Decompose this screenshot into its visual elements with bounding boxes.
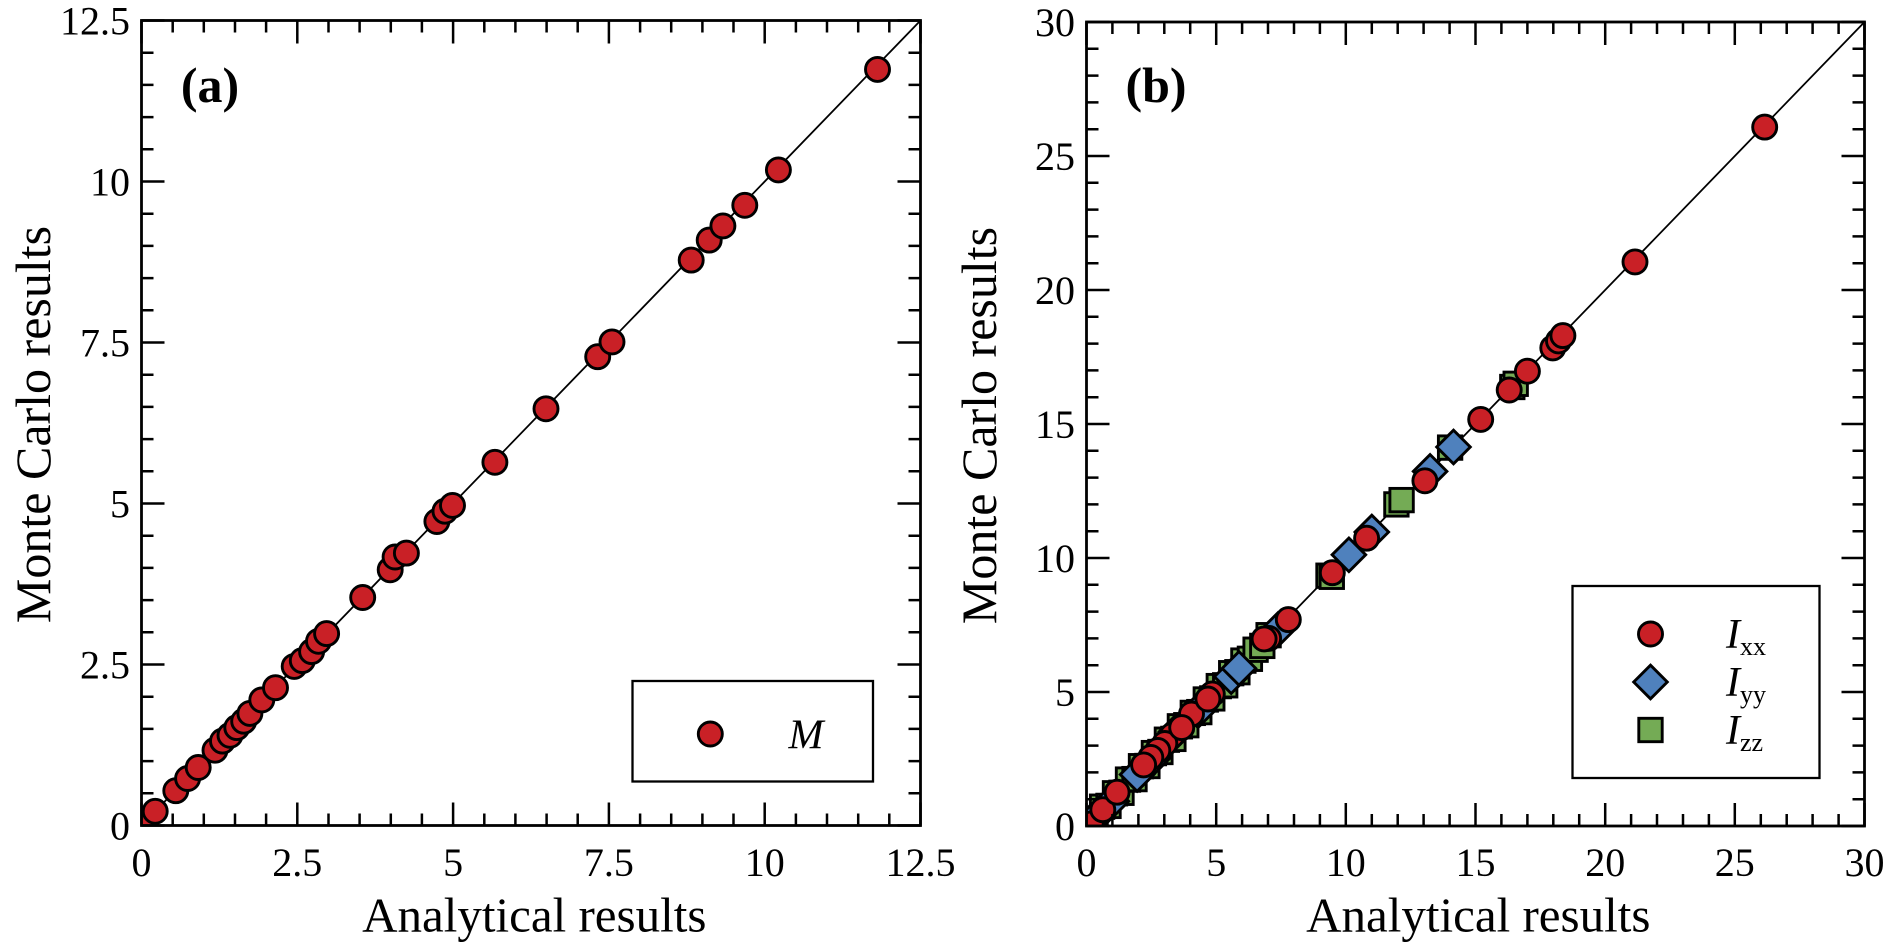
svg-text:30: 30: [1845, 840, 1885, 885]
svg-text:25: 25: [1035, 134, 1075, 179]
svg-text:10: 10: [745, 840, 785, 885]
svg-text:20: 20: [1035, 268, 1075, 313]
svg-text:12.5: 12.5: [886, 840, 956, 885]
svg-text:Monte Carlo results: Monte Carlo results: [951, 227, 1007, 624]
svg-text:15: 15: [1456, 840, 1496, 885]
svg-text:25: 25: [1715, 840, 1755, 885]
svg-text:5: 5: [1206, 840, 1226, 885]
svg-text:7.5: 7.5: [584, 840, 634, 885]
svg-text:0: 0: [110, 803, 130, 848]
svg-text:Analytical results: Analytical results: [362, 887, 706, 942]
svg-text:0: 0: [1055, 804, 1075, 849]
svg-text:Analytical results: Analytical results: [1306, 887, 1650, 942]
svg-text:2.5: 2.5: [272, 840, 322, 885]
svg-text:5: 5: [443, 840, 463, 885]
svg-text:2.5: 2.5: [80, 642, 130, 687]
svg-text:5: 5: [1055, 670, 1075, 715]
svg-text:5: 5: [110, 481, 130, 526]
svg-text:10: 10: [90, 159, 130, 204]
svg-text:0: 0: [1077, 840, 1097, 885]
svg-text:(b): (b): [1125, 57, 1186, 113]
svg-text:Monte Carlo results: Monte Carlo results: [5, 226, 61, 623]
svg-text:30: 30: [1035, 0, 1075, 45]
svg-text:M: M: [788, 713, 826, 759]
svg-text:15: 15: [1035, 402, 1075, 447]
svg-text:20: 20: [1585, 840, 1625, 885]
svg-text:(a): (a): [181, 57, 239, 113]
svg-text:12.5: 12.5: [60, 0, 130, 43]
svg-text:7.5: 7.5: [80, 320, 130, 365]
svg-text:10: 10: [1035, 536, 1075, 581]
svg-text:10: 10: [1326, 840, 1366, 885]
svg-text:0: 0: [132, 840, 152, 885]
